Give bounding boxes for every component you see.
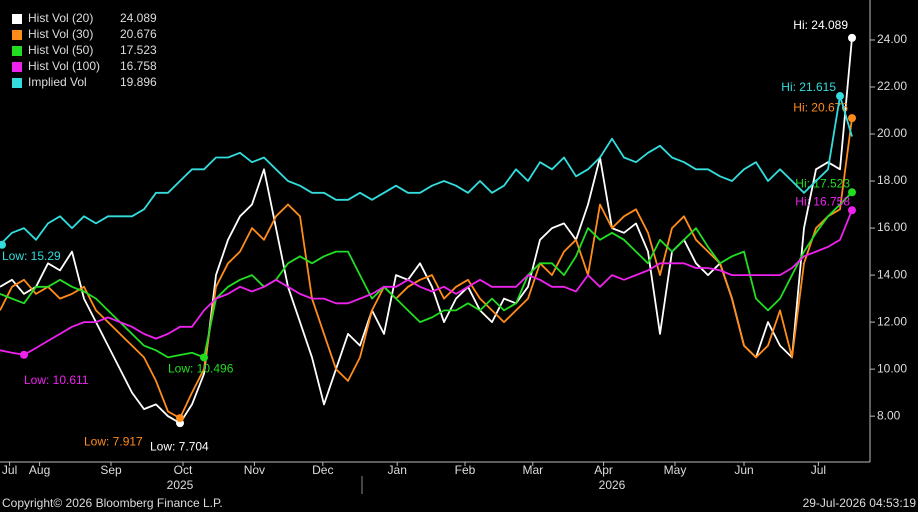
legend-swatch [12,46,22,56]
legend-value: 20.676 [120,27,157,41]
series-line [0,95,853,246]
legend-name: Implied Vol [28,75,87,89]
series-line [0,37,853,424]
x-tick-label: Jan [388,463,407,477]
high-label: Hi: 17.523 [795,176,850,190]
x-tick-label: Jun [734,463,753,477]
legend-swatch [12,78,22,88]
series-line [0,191,853,359]
year-label: 2026 [599,478,626,492]
high-label: Hi: 20.676 [793,100,848,114]
low-marker [0,240,6,249]
y-tick-label: 20.00 [877,126,907,140]
legend-name: Hist Vol (100) [28,59,100,73]
legend-swatch [12,14,22,24]
legend-swatch [12,62,22,72]
low-label: Low: 7.917 [84,434,143,448]
legend-value: 17.523 [120,43,157,57]
high-label: Hi: 16.758 [795,194,850,208]
y-tick-label: 14.00 [877,267,907,281]
y-tick-label: 22.00 [877,79,907,93]
legend-value: 19.896 [120,75,157,89]
x-tick-label: Nov [244,463,265,477]
x-tick-label: Apr [594,463,613,477]
x-tick-label: Mar [522,463,543,477]
low-label: Low: 7.704 [150,439,209,453]
copyright: Copyright© 2026 Bloomberg Finance L.P. [2,496,223,510]
year-label: 2025 [167,478,194,492]
y-tick-label: 16.00 [877,220,907,234]
low-label: Low: 10.611 [24,373,89,387]
x-tick-label: Aug [29,463,50,477]
legend-name: Hist Vol (50) [28,43,93,57]
legend-value: 24.089 [120,11,157,25]
series-line [0,117,853,419]
y-tick-label: 18.00 [877,173,907,187]
y-tick-label: 8.00 [877,408,901,422]
low-marker [20,350,28,359]
x-tick-label: Jul [811,463,826,477]
y-tick-label: 12.00 [877,314,907,328]
legend-swatch [12,30,22,40]
y-tick-label: 24.00 [877,32,907,46]
high-marker [836,92,844,101]
x-tick-label: Oct [174,463,193,477]
x-tick-label: Feb [455,463,476,477]
y-tick-label: 10.00 [877,361,907,375]
x-tick-label: Dec [312,463,333,477]
x-tick-label: May [664,463,687,477]
timestamp: 29-Jul-2026 04:53:19 [803,496,917,510]
low-marker [200,353,208,362]
high-marker [848,188,856,197]
legend-value: 16.758 [120,59,157,73]
legend-name: Hist Vol (20) [28,11,93,25]
high-marker [848,33,856,42]
x-tick-label: Jul [2,463,17,477]
legend-name: Hist Vol (30) [28,27,93,41]
high-label: Hi: 24.089 [793,18,848,32]
high-marker [848,206,856,215]
low-label: Low: 10.496 [168,362,234,376]
high-label: Hi: 21.615 [781,80,836,94]
high-marker [848,114,856,123]
series-line [0,209,853,356]
low-marker [176,414,184,423]
x-tick-label: Sep [100,463,122,477]
low-label: Low: 15.29 [2,249,61,263]
